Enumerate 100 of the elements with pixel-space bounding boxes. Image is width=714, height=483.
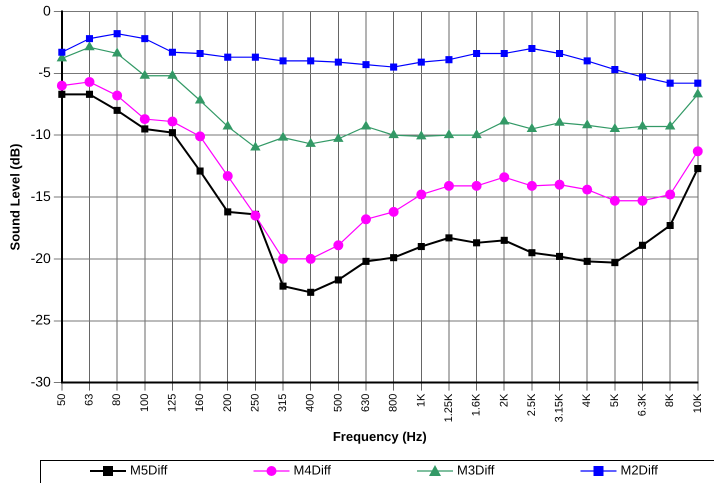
- point: [86, 90, 94, 98]
- point: [611, 259, 618, 266]
- point: [250, 142, 261, 151]
- point: [637, 120, 648, 130]
- legend-label: M3Diff: [457, 462, 495, 478]
- x-tick-label: 125: [166, 394, 178, 412]
- point: [250, 210, 260, 221]
- point: [473, 50, 480, 58]
- point: [224, 54, 232, 61]
- point: [56, 80, 67, 91]
- y-tick-label: -15: [30, 188, 52, 204]
- point: [610, 122, 620, 132]
- point: [584, 258, 591, 265]
- y-tick-label: -5: [38, 64, 52, 80]
- point: [58, 90, 66, 98]
- y-tick-label: -20: [30, 250, 52, 266]
- point: [554, 180, 565, 190]
- point: [306, 254, 316, 264]
- point: [307, 288, 314, 296]
- point: [638, 196, 648, 206]
- point: [500, 236, 508, 244]
- point: [112, 90, 122, 101]
- point: [168, 129, 176, 136]
- x-tick-label: 160: [194, 394, 206, 412]
- point: [252, 54, 259, 61]
- point: [416, 130, 426, 140]
- point: [445, 56, 452, 64]
- y-tick-label: 0: [43, 2, 52, 18]
- point: [472, 180, 482, 191]
- point: [141, 35, 148, 42]
- x-tick-label: 2.5K: [526, 393, 538, 416]
- x-axis-title: Frequency (Hz): [332, 428, 427, 444]
- x-tick-label: 2K: [498, 393, 510, 408]
- y-axis-title: Sound Level (dB): [7, 144, 22, 250]
- point: [666, 222, 674, 230]
- point: [167, 70, 178, 79]
- x-tick-label: 630: [360, 394, 372, 412]
- point: [360, 120, 372, 130]
- point: [582, 119, 592, 128]
- point: [471, 129, 482, 138]
- point: [141, 125, 148, 132]
- point: [528, 249, 536, 256]
- point: [638, 242, 646, 249]
- point: [638, 73, 646, 81]
- legend-label: M4Diff: [294, 462, 332, 478]
- point: [473, 239, 480, 246]
- x-tick-label: 3.15K: [554, 392, 566, 422]
- x-tick-label: 400: [304, 394, 317, 412]
- point: [307, 57, 314, 64]
- point: [278, 132, 288, 141]
- x-tick-label: 4K: [581, 393, 594, 408]
- point: [554, 116, 565, 126]
- x-tick-label: 63: [84, 394, 96, 406]
- x-tick-label: 5K: [608, 393, 621, 408]
- point: [611, 66, 618, 74]
- point: [280, 57, 287, 64]
- point: [692, 88, 703, 98]
- point: [444, 129, 454, 138]
- y-tick-label: -10: [30, 126, 52, 142]
- x-tick-label: 315: [277, 394, 290, 412]
- point: [114, 106, 121, 114]
- point: [334, 58, 342, 66]
- x-tick-label: 1.6K: [470, 393, 483, 416]
- x-tick-label: 10K: [692, 392, 704, 414]
- point: [445, 234, 452, 242]
- point: [167, 116, 178, 127]
- point: [694, 80, 702, 87]
- point: [444, 180, 454, 191]
- point: [278, 254, 288, 264]
- point: [140, 114, 150, 124]
- point: [168, 48, 176, 56]
- point: [390, 64, 398, 71]
- point: [196, 168, 204, 175]
- point: [362, 258, 370, 265]
- point: [84, 41, 95, 50]
- point: [499, 116, 510, 125]
- point: [500, 50, 508, 58]
- point: [333, 132, 344, 142]
- x-tick-label: 8K: [664, 393, 676, 408]
- point: [112, 47, 122, 56]
- y-tick-label: -25: [30, 312, 52, 328]
- point: [388, 206, 399, 217]
- x-tick-label: 500: [332, 394, 344, 412]
- point: [416, 190, 426, 200]
- point: [224, 208, 232, 216]
- x-tick-label: 250: [249, 394, 262, 412]
- x-tick-label: 1.25K: [442, 392, 455, 422]
- point: [418, 58, 425, 66]
- point: [195, 131, 206, 142]
- point: [694, 165, 702, 172]
- point: [305, 138, 316, 147]
- point: [388, 129, 399, 138]
- x-tick-label: 100: [138, 394, 151, 412]
- point: [280, 282, 287, 290]
- point: [584, 57, 591, 64]
- point: [692, 146, 703, 156]
- point: [390, 254, 398, 262]
- point: [196, 50, 204, 58]
- x-tick-label: 6.3K: [636, 393, 649, 416]
- point: [334, 276, 342, 284]
